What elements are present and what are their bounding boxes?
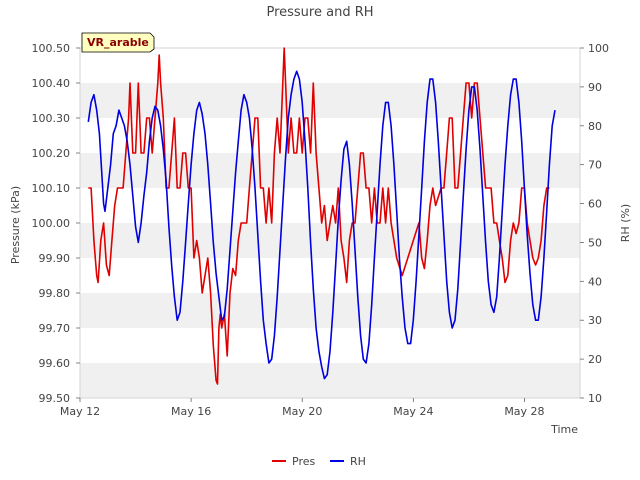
legend-rh-label: RH [350,455,366,468]
grid-band [80,223,580,258]
x-tick-label: May 20 [282,405,322,418]
y-right-tick-label: 40 [588,275,602,288]
y-axis-left-label: Pressure (kPa) [9,186,22,264]
y-right-tick-label: 80 [588,120,602,133]
legend-pres-label: Pres [292,455,315,468]
y-left-tick-label: 100.50 [32,42,71,55]
y-right-tick-label: 30 [588,314,602,327]
y-left-tick-label: 100.10 [32,182,71,195]
y-axis-right-label: RH (%) [619,204,632,242]
y-axis-right: 10 20 30 40 50 60 70 80 90 100 [580,42,609,405]
y-right-tick-label: 90 [588,81,602,94]
chart-title: Pressure and RH [266,5,373,20]
series-line-rh [87,70,556,380]
x-tick-label: May 16 [171,405,211,418]
y-right-tick-label: 70 [588,159,602,172]
y-left-tick-label: 99.70 [39,322,71,335]
x-tick-label: May 24 [393,405,433,418]
series-layer [87,47,556,385]
site-label-badge: VR_arable [81,32,155,53]
x-axis-label: Time [550,423,578,436]
grid-bands [80,48,580,398]
x-axis: May 12 May 16 May 20 May 24 May 28 [60,398,545,418]
grid-band [80,363,580,398]
x-tick-label: May 12 [60,405,100,418]
y-left-tick-label: 100.40 [32,77,71,90]
y-right-tick-label: 20 [588,353,602,366]
grid-band [80,153,580,188]
y-right-tick-label: 50 [588,236,602,249]
y-axis-left: 99.50 99.60 99.70 99.80 99.90 100.00 100.10 100… [32,42,80,405]
y-left-tick-label: 100.30 [32,112,71,125]
legend: Pres RH [272,455,366,468]
grid-band [80,188,580,223]
grid-band [80,293,580,328]
grid-band [80,48,580,83]
y-left-tick-label: 100.00 [32,217,71,230]
y-right-tick-label: 10 [588,392,602,405]
series-line-pres [88,47,550,385]
y-left-tick-label: 99.60 [39,357,71,370]
y-left-tick-label: 99.50 [39,392,71,405]
site-label: VR_arable [87,36,149,49]
y-left-tick-label: 99.90 [39,252,71,265]
x-tick-label: May 28 [504,405,544,418]
y-right-tick-label: 100 [588,42,609,55]
y-left-tick-label: 100.20 [32,147,71,160]
y-right-tick-label: 60 [588,198,602,211]
y-left-tick-label: 99.80 [39,287,71,300]
